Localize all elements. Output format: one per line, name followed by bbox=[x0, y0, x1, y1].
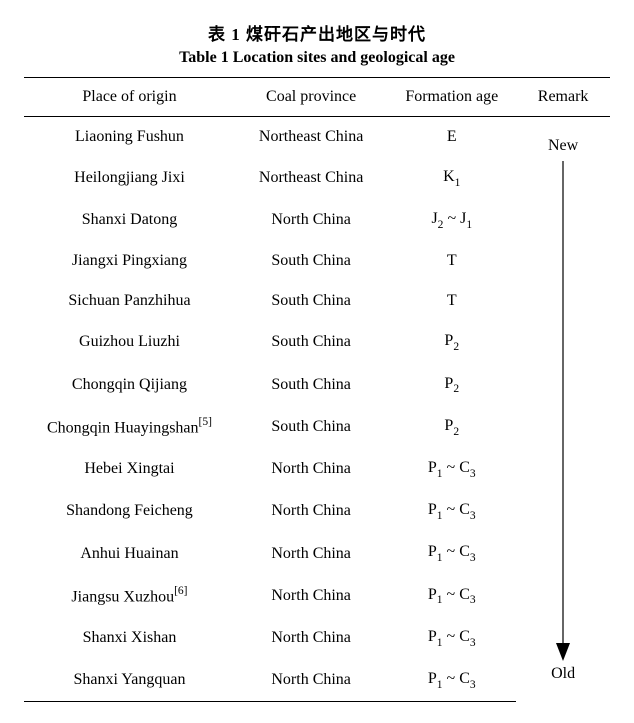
col-header-origin: Place of origin bbox=[24, 78, 235, 117]
remark-bottom-label: Old bbox=[551, 665, 575, 683]
cell-province: North China bbox=[235, 490, 387, 532]
table-header-row: Place of origin Coal province Formation … bbox=[24, 78, 610, 117]
cell-age: P1 ~ C3 bbox=[387, 575, 516, 617]
cell-province: North China bbox=[235, 199, 387, 241]
cell-province: North China bbox=[235, 575, 387, 617]
arrow-down-icon bbox=[553, 161, 573, 661]
cell-province: South China bbox=[235, 364, 387, 406]
cell-origin: Chongqin Huayingshan[5] bbox=[24, 406, 235, 448]
cell-province: South China bbox=[235, 321, 387, 363]
table-body: Liaoning FushunNortheast ChinaE New Old Hei… bbox=[24, 117, 610, 702]
table-caption-en: Table 1 Location sites and geological ag… bbox=[24, 49, 610, 67]
col-header-age: Formation age bbox=[387, 78, 516, 117]
cell-origin: Sichuan Panzhihua bbox=[24, 281, 235, 321]
cell-origin: Shanxi Yangquan bbox=[24, 659, 235, 702]
cell-province: North China bbox=[235, 448, 387, 490]
cell-age: T bbox=[387, 241, 516, 281]
cell-age: P1 ~ C3 bbox=[387, 617, 516, 659]
cell-origin: Shandong Feicheng bbox=[24, 490, 235, 532]
cell-age: P2 bbox=[387, 364, 516, 406]
cell-origin: Chongqin Qijiang bbox=[24, 364, 235, 406]
cell-province: South China bbox=[235, 241, 387, 281]
cell-age: P2 bbox=[387, 406, 516, 448]
cell-province: North China bbox=[235, 659, 387, 702]
cell-origin: Heilongjiang Jixi bbox=[24, 157, 235, 199]
col-header-remark: Remark bbox=[516, 78, 610, 117]
cell-age: P1 ~ C3 bbox=[387, 532, 516, 574]
cell-origin: Shanxi Datong bbox=[24, 199, 235, 241]
cell-age: E bbox=[387, 117, 516, 158]
cell-province: North China bbox=[235, 617, 387, 659]
table-row: Liaoning FushunNortheast ChinaENewOld bbox=[24, 117, 610, 158]
cell-age: P1 ~ C3 bbox=[387, 448, 516, 490]
table-caption-cn: 表 1 煤矸石产出地区与时代 bbox=[24, 20, 610, 45]
cell-province: Northeast China bbox=[235, 117, 387, 158]
cell-province: Northeast China bbox=[235, 157, 387, 199]
cell-age: K1 bbox=[387, 157, 516, 199]
cell-origin: Shanxi Xishan bbox=[24, 617, 235, 659]
cell-origin: Hebei Xingtai bbox=[24, 448, 235, 490]
cell-age: J2 ~ J1 bbox=[387, 199, 516, 241]
cell-province: North China bbox=[235, 532, 387, 574]
cell-age: P2 bbox=[387, 321, 516, 363]
cell-origin: Jiangxi Pingxiang bbox=[24, 241, 235, 281]
cell-province: South China bbox=[235, 281, 387, 321]
cell-origin: Liaoning Fushun bbox=[24, 117, 235, 158]
cell-age: P1 ~ C3 bbox=[387, 659, 516, 702]
cell-origin: Jiangsu Xuzhou[6] bbox=[24, 575, 235, 617]
cell-remark: New Old bbox=[516, 117, 610, 702]
cell-origin: Guizhou Liuzhi bbox=[24, 321, 235, 363]
cell-province: South China bbox=[235, 406, 387, 448]
data-table: Place of origin Coal province Formation … bbox=[24, 77, 610, 702]
cell-age: T bbox=[387, 281, 516, 321]
cell-age: P1 ~ C3 bbox=[387, 490, 516, 532]
cell-origin: Anhui Huainan bbox=[24, 532, 235, 574]
remark-top-label: New bbox=[548, 137, 578, 155]
col-header-province: Coal province bbox=[235, 78, 387, 117]
